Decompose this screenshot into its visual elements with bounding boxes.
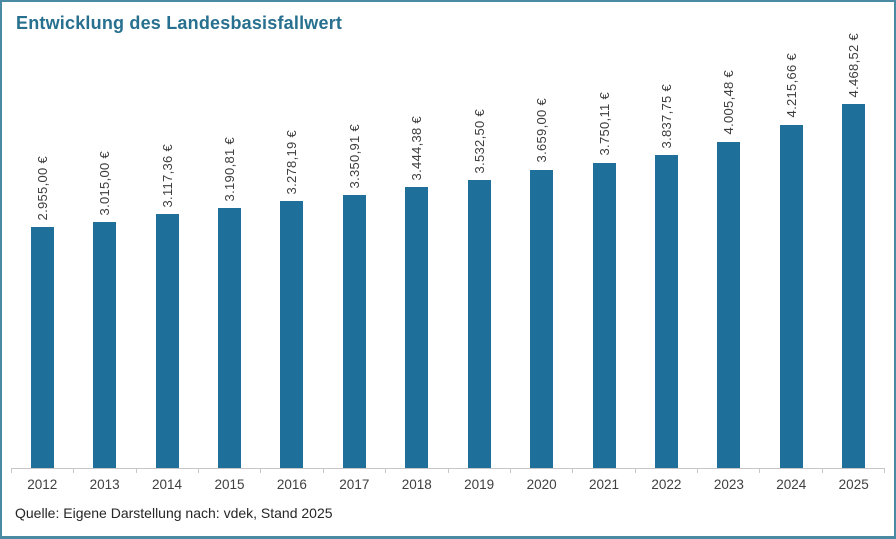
value-label: 3.190,81 € (221, 136, 237, 202)
year-label: 2022 (651, 477, 682, 492)
bar-column: 3.015,00 € (73, 48, 135, 468)
bar (654, 155, 678, 468)
bar (93, 222, 117, 468)
year-label: 2021 (588, 477, 620, 492)
x-axis-ticks (11, 469, 886, 473)
year-label: 2017 (339, 477, 370, 492)
axis-tick-cell (324, 469, 387, 473)
axis-tick-cell (823, 469, 886, 473)
bar (592, 162, 616, 468)
year-label: 2013 (89, 477, 120, 492)
year-label: 2014 (152, 477, 183, 492)
bar (779, 124, 803, 468)
bar (467, 180, 491, 468)
value-label: 2.955,00 € (34, 155, 50, 221)
bar (217, 208, 241, 468)
bar (530, 169, 554, 468)
year-label: 2023 (713, 477, 744, 492)
bar-column: 3.659,00 € (510, 48, 572, 468)
value-label: 3.837,75 € (658, 83, 674, 149)
year-label: 2024 (776, 477, 807, 492)
axis-tick-cell (449, 469, 511, 473)
axis-tick-cell (199, 469, 262, 473)
axis-tick-cell (511, 469, 574, 473)
chart-title: Entwicklung des Landesbasisfallwert (16, 13, 343, 33)
value-label: 3.532,50 € (471, 108, 487, 174)
value-label: 3.015,00 € (97, 150, 113, 216)
axis-tick-cell (137, 469, 200, 473)
year-label: 2020 (526, 477, 557, 492)
chart-area: 2.955,00 € 3.015,00 € 3.117,36 € 3.190,81 €… (2, 33, 894, 492)
value-label: 4.215,66 € (783, 53, 799, 118)
value-label: 3.350,91 € (346, 123, 362, 188)
value-label: 3.117,36 € (159, 143, 175, 208)
value-label: 3.750,11 € (596, 92, 612, 156)
year-label: 2018 (401, 477, 432, 492)
year-label: 2012 (27, 477, 58, 492)
value-label: 4.468,52 € (846, 32, 862, 97)
bar-column: 3.350,91 € (323, 48, 385, 468)
bar-column: 4.005,48 € (698, 48, 760, 468)
bar-column: 3.278,19 € (261, 48, 323, 468)
value-label: 4.005,48 € (721, 70, 737, 135)
axis-tick-cell (74, 469, 137, 473)
year-label: 2019 (464, 477, 495, 492)
bar (842, 104, 866, 468)
bar (280, 201, 304, 468)
value-label: 3.659,00 € (534, 98, 550, 163)
bar-column: 4.468,52 € (822, 33, 884, 468)
bar-column: 3.444,38 € (386, 48, 448, 468)
plot: 2.955,00 € 3.015,00 € 3.117,36 € 3.190,81 €… (11, 33, 885, 469)
bar-column: 3.837,75 € (635, 48, 697, 468)
source-note: Quelle: Eigene Darstellung nach: vdek, S… (15, 505, 333, 521)
year-label: 2015 (214, 477, 245, 492)
axis-tick-cell (386, 469, 449, 473)
axis-tick-cell (261, 469, 324, 473)
bar (155, 214, 179, 468)
x-axis-labels: 2012 2013 2014 2015 2016 2017 2018 2019 2020 2021… (11, 473, 885, 492)
axis-tick-cell (11, 469, 75, 473)
bar-column: 4.215,66 € (760, 48, 822, 468)
bar-column: 3.532,50 € (448, 48, 510, 468)
bar (30, 227, 54, 468)
bar-column: 3.750,11 € (573, 48, 635, 468)
axis-tick-cell (698, 469, 761, 473)
bar (342, 195, 366, 468)
year-label: 2016 (276, 477, 307, 492)
value-label: 3.278,19 € (284, 129, 300, 194)
axis-tick-cell (573, 469, 636, 473)
value-label: 3.444,38 € (409, 115, 425, 181)
axis-tick-cell (636, 469, 698, 473)
bar-column: 3.117,36 € (136, 48, 198, 468)
bar (405, 187, 429, 468)
axis-tick-cell (760, 469, 823, 473)
bar-column: 3.190,81 € (198, 48, 260, 468)
bar-column: 2.955,00 € (11, 48, 73, 468)
year-label: 2025 (838, 477, 869, 492)
bar (717, 141, 741, 468)
